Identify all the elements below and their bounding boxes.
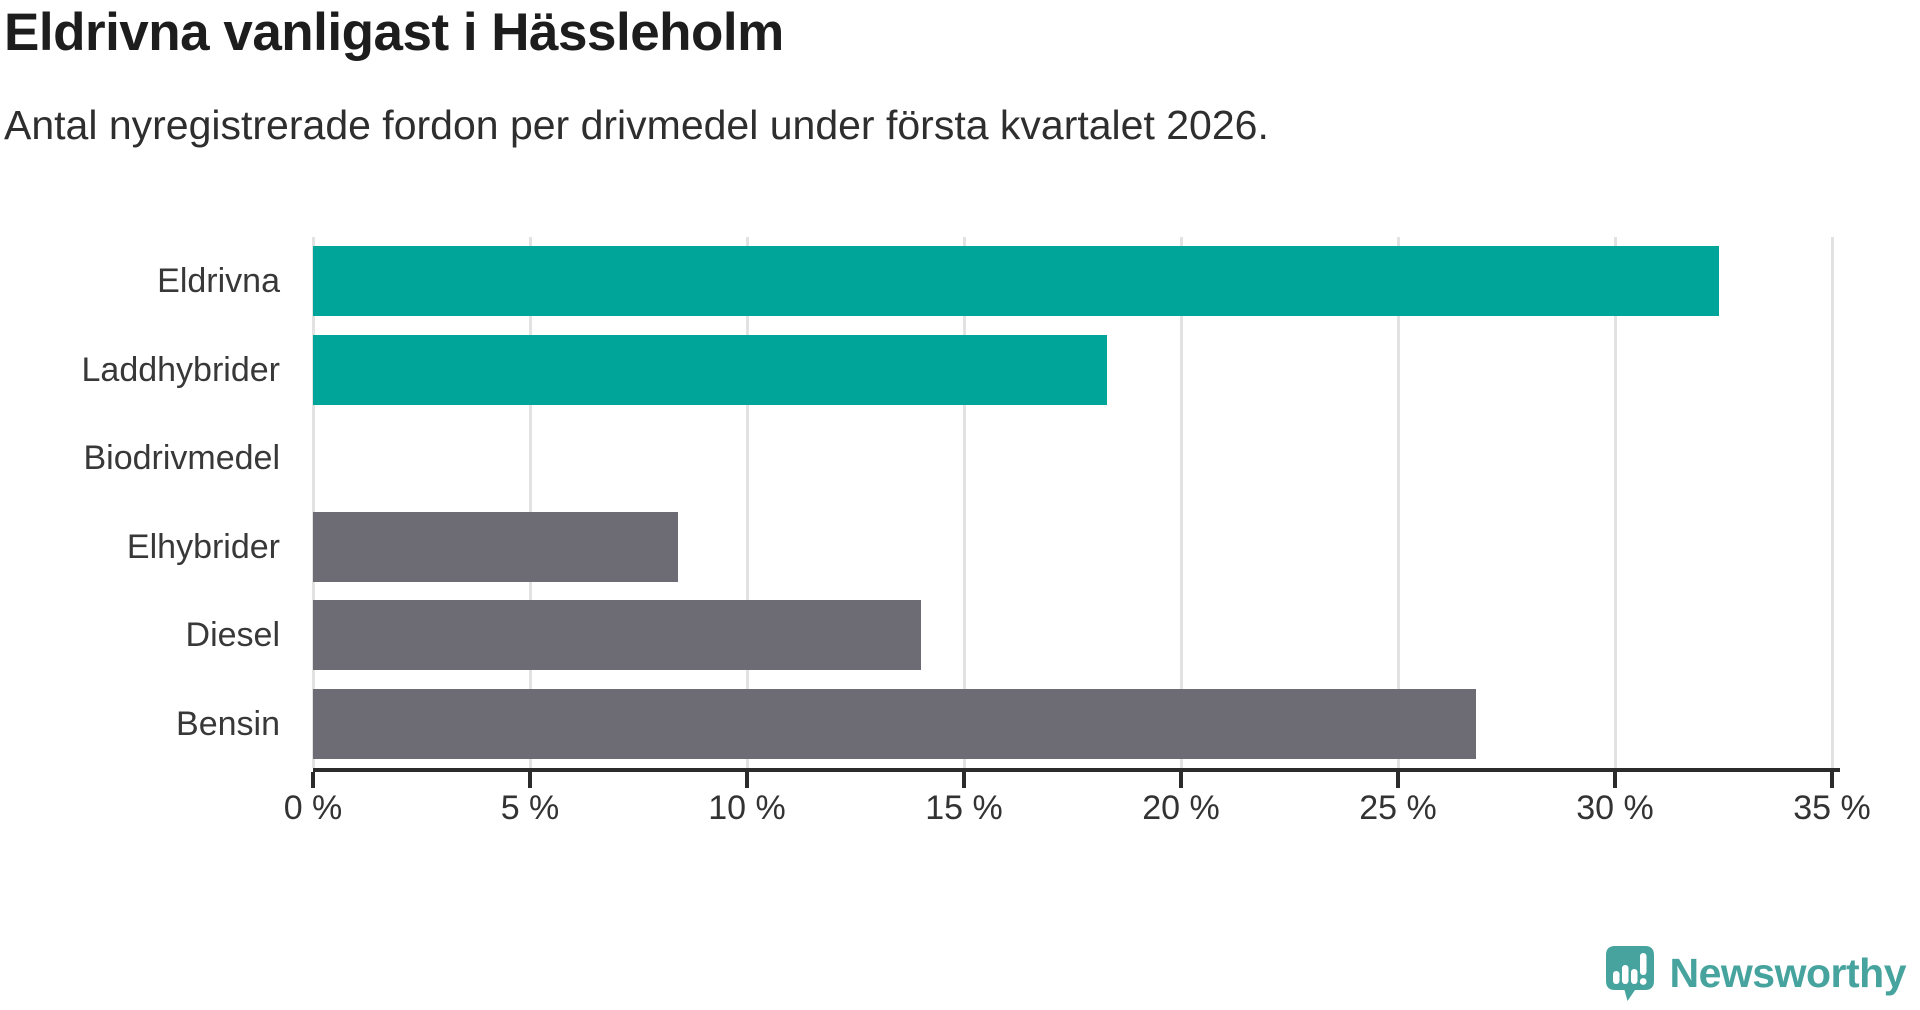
x-axis-tick	[1179, 772, 1183, 788]
category-label: Diesel	[185, 616, 280, 655]
x-tick-label: 25 %	[1359, 789, 1437, 827]
x-tick-label: 30 %	[1576, 789, 1654, 827]
category-label: Eldrivna	[157, 262, 280, 301]
gridline	[1397, 237, 1400, 768]
x-tick-label: 5 %	[500, 789, 560, 827]
x-tick-label: 35 %	[1793, 789, 1871, 827]
x-axis-tick	[528, 772, 532, 788]
category-label: Elhybrider	[126, 527, 280, 566]
plot-area: 0 % 5 % 10 % 15 % 20 % 25 % 30 % 35 %	[284, 237, 1871, 827]
y-axis-labels: Eldrivna Laddhybrider Biodrivmedel Elhybrid…	[0, 237, 280, 768]
bar-diesel	[313, 600, 921, 671]
gridline	[529, 237, 532, 768]
x-tick-label: 15 %	[925, 789, 1003, 827]
bar-eldrivna	[313, 246, 1720, 317]
x-axis-tick	[1613, 772, 1617, 788]
bar-elhybrider	[313, 511, 678, 582]
x-axis-line	[313, 768, 1840, 772]
gridline	[1614, 237, 1617, 768]
bar-bensin	[313, 688, 1477, 759]
gridline	[963, 237, 966, 768]
gridline	[1831, 237, 1834, 768]
category-label: Bensin	[176, 704, 280, 743]
newsworthy-branding: Newsworthy	[1604, 944, 1907, 1002]
x-tick-label: 20 %	[1142, 789, 1220, 827]
category-label: Biodrivmedel	[83, 439, 280, 478]
x-tick-label: 10 %	[708, 789, 786, 827]
x-axis-tick	[962, 772, 966, 788]
gridline	[312, 237, 315, 768]
x-axis-tick	[745, 772, 749, 788]
newsworthy-speech-bubble-chart-icon	[1605, 946, 1654, 1001]
bar-laddhybrider	[313, 334, 1108, 405]
x-axis-tick	[1396, 772, 1400, 788]
chart-subtitle: Antal nyregistrerade fordon per drivmede…	[4, 102, 1269, 148]
chart-title: Eldrivna vanligast i Hässleholm	[4, 3, 784, 62]
x-tick-label: 0 %	[283, 789, 343, 827]
x-axis-tick	[1830, 772, 1834, 788]
gridline	[1180, 237, 1183, 768]
brand-name: Newsworthy	[1669, 949, 1907, 996]
x-axis-tick	[311, 772, 315, 788]
category-label: Laddhybrider	[81, 350, 280, 389]
gridline	[746, 237, 749, 768]
